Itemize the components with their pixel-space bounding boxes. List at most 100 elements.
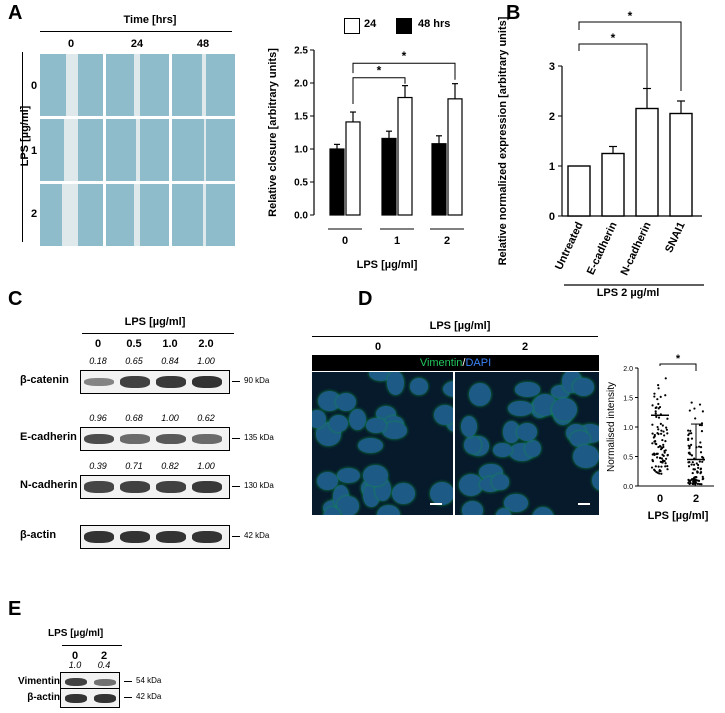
scratch-image [106,119,169,181]
bar-48-hrs-0 [329,148,345,216]
data-point [655,415,658,418]
data-point [659,422,662,425]
bar-N-cadherin [635,107,659,217]
data-point [693,407,696,410]
bar-24-2 [447,98,463,216]
category-label: 2 [444,235,450,247]
scratch-image [106,54,169,116]
data-point [653,392,656,395]
d-col-0: 0 [375,341,382,353]
data-point [694,417,697,420]
category-label: 0 [657,493,663,505]
blot-quant-value: 0.65 [125,356,143,366]
nucleus [524,440,542,458]
stain-vimentin: Vimentin [419,357,463,369]
data-point [664,377,667,380]
y-axis-label: Normalised intensity [606,382,617,472]
nucleus [377,505,401,515]
category-label: Untreated [553,220,586,272]
category-label: 1 [394,235,400,247]
data-point [687,444,690,447]
data-point [697,445,701,448]
data-point [653,395,656,398]
data-point [666,464,669,468]
blot-band [120,434,150,444]
bar-48-hrs-2 [431,143,447,216]
nucleus [337,468,360,484]
data-point [654,412,657,415]
lps-label-a: LPS [µg/ml] [19,105,31,167]
lps-header-e: LPS [µg/ml] [48,628,104,639]
data-point [653,452,656,455]
legend-swatch-48 [396,18,412,34]
scale-bar [578,503,590,505]
kda-label: 42 kDa [244,531,270,540]
data-point [687,478,690,482]
data-point [688,480,692,483]
micrograph-lps-0 [312,372,453,515]
data-point [656,456,659,459]
lps-group-label-b: LPS 2 µg/ml [596,287,660,299]
kda-label: 42 kDa [136,692,162,701]
bar-48-hrs-1 [381,137,397,216]
data-point [654,465,657,468]
nucleus [358,437,384,453]
nucleus [569,430,590,447]
data-point [699,446,703,449]
blot-strip [80,427,230,451]
data-point [690,437,694,440]
blot-c-col-0.5: 0.5 [126,338,142,350]
stain-dapi: DAPI [465,357,492,369]
y-tick-label: 0.5 [623,455,633,462]
data-point [666,468,669,471]
data-point [657,465,660,468]
blot-band [156,376,186,388]
blot-band [84,531,114,543]
lps-row-2: 2 [31,208,38,220]
significance-bracket [578,43,648,89]
data-point [702,477,705,480]
nucleus [552,398,577,421]
blot-band [192,481,222,493]
blot-band [94,678,116,686]
data-point [656,398,659,401]
y-tick-label: 0.0 [623,484,633,491]
nucleus [514,382,540,397]
data-point [660,472,663,475]
lps-header-d: LPS [µg/ml] [429,320,491,332]
kda-marker-line [232,536,240,537]
blot-band [192,434,222,444]
nucleus [468,382,492,407]
data-point [657,428,660,431]
lps-row-1: 1 [31,145,38,157]
y-tick-label: 0 [549,211,555,223]
blot-e-col-2: 2 [100,650,108,662]
y-tick-label: 1.0 [623,425,633,432]
blot-quant-value: 1.00 [197,356,215,366]
data-point [701,455,704,459]
y-tick-label: 0.5 [294,178,308,189]
data-point [657,384,660,387]
nucleus [494,508,512,515]
nucleus [443,380,453,398]
data-point [662,454,665,457]
data-point [651,442,654,445]
kda-marker-line [232,486,240,487]
blot-band [84,433,114,445]
y-tick-label: 1 [549,161,555,173]
scratch-image [172,184,235,246]
data-point [664,440,667,443]
blot-band [120,531,150,543]
data-point [657,402,660,406]
data-point [690,454,694,457]
nucleus [532,507,554,515]
data-point [687,461,690,464]
blot-quant-value: 1.0 [68,660,82,670]
nucleus [322,507,341,515]
significance-star: * [628,10,633,23]
blot-row-label: β-actin [27,692,60,703]
data-point [655,452,658,456]
significance-bracket [352,62,456,80]
panel-b-label: B [506,2,521,24]
data-point [689,429,692,432]
